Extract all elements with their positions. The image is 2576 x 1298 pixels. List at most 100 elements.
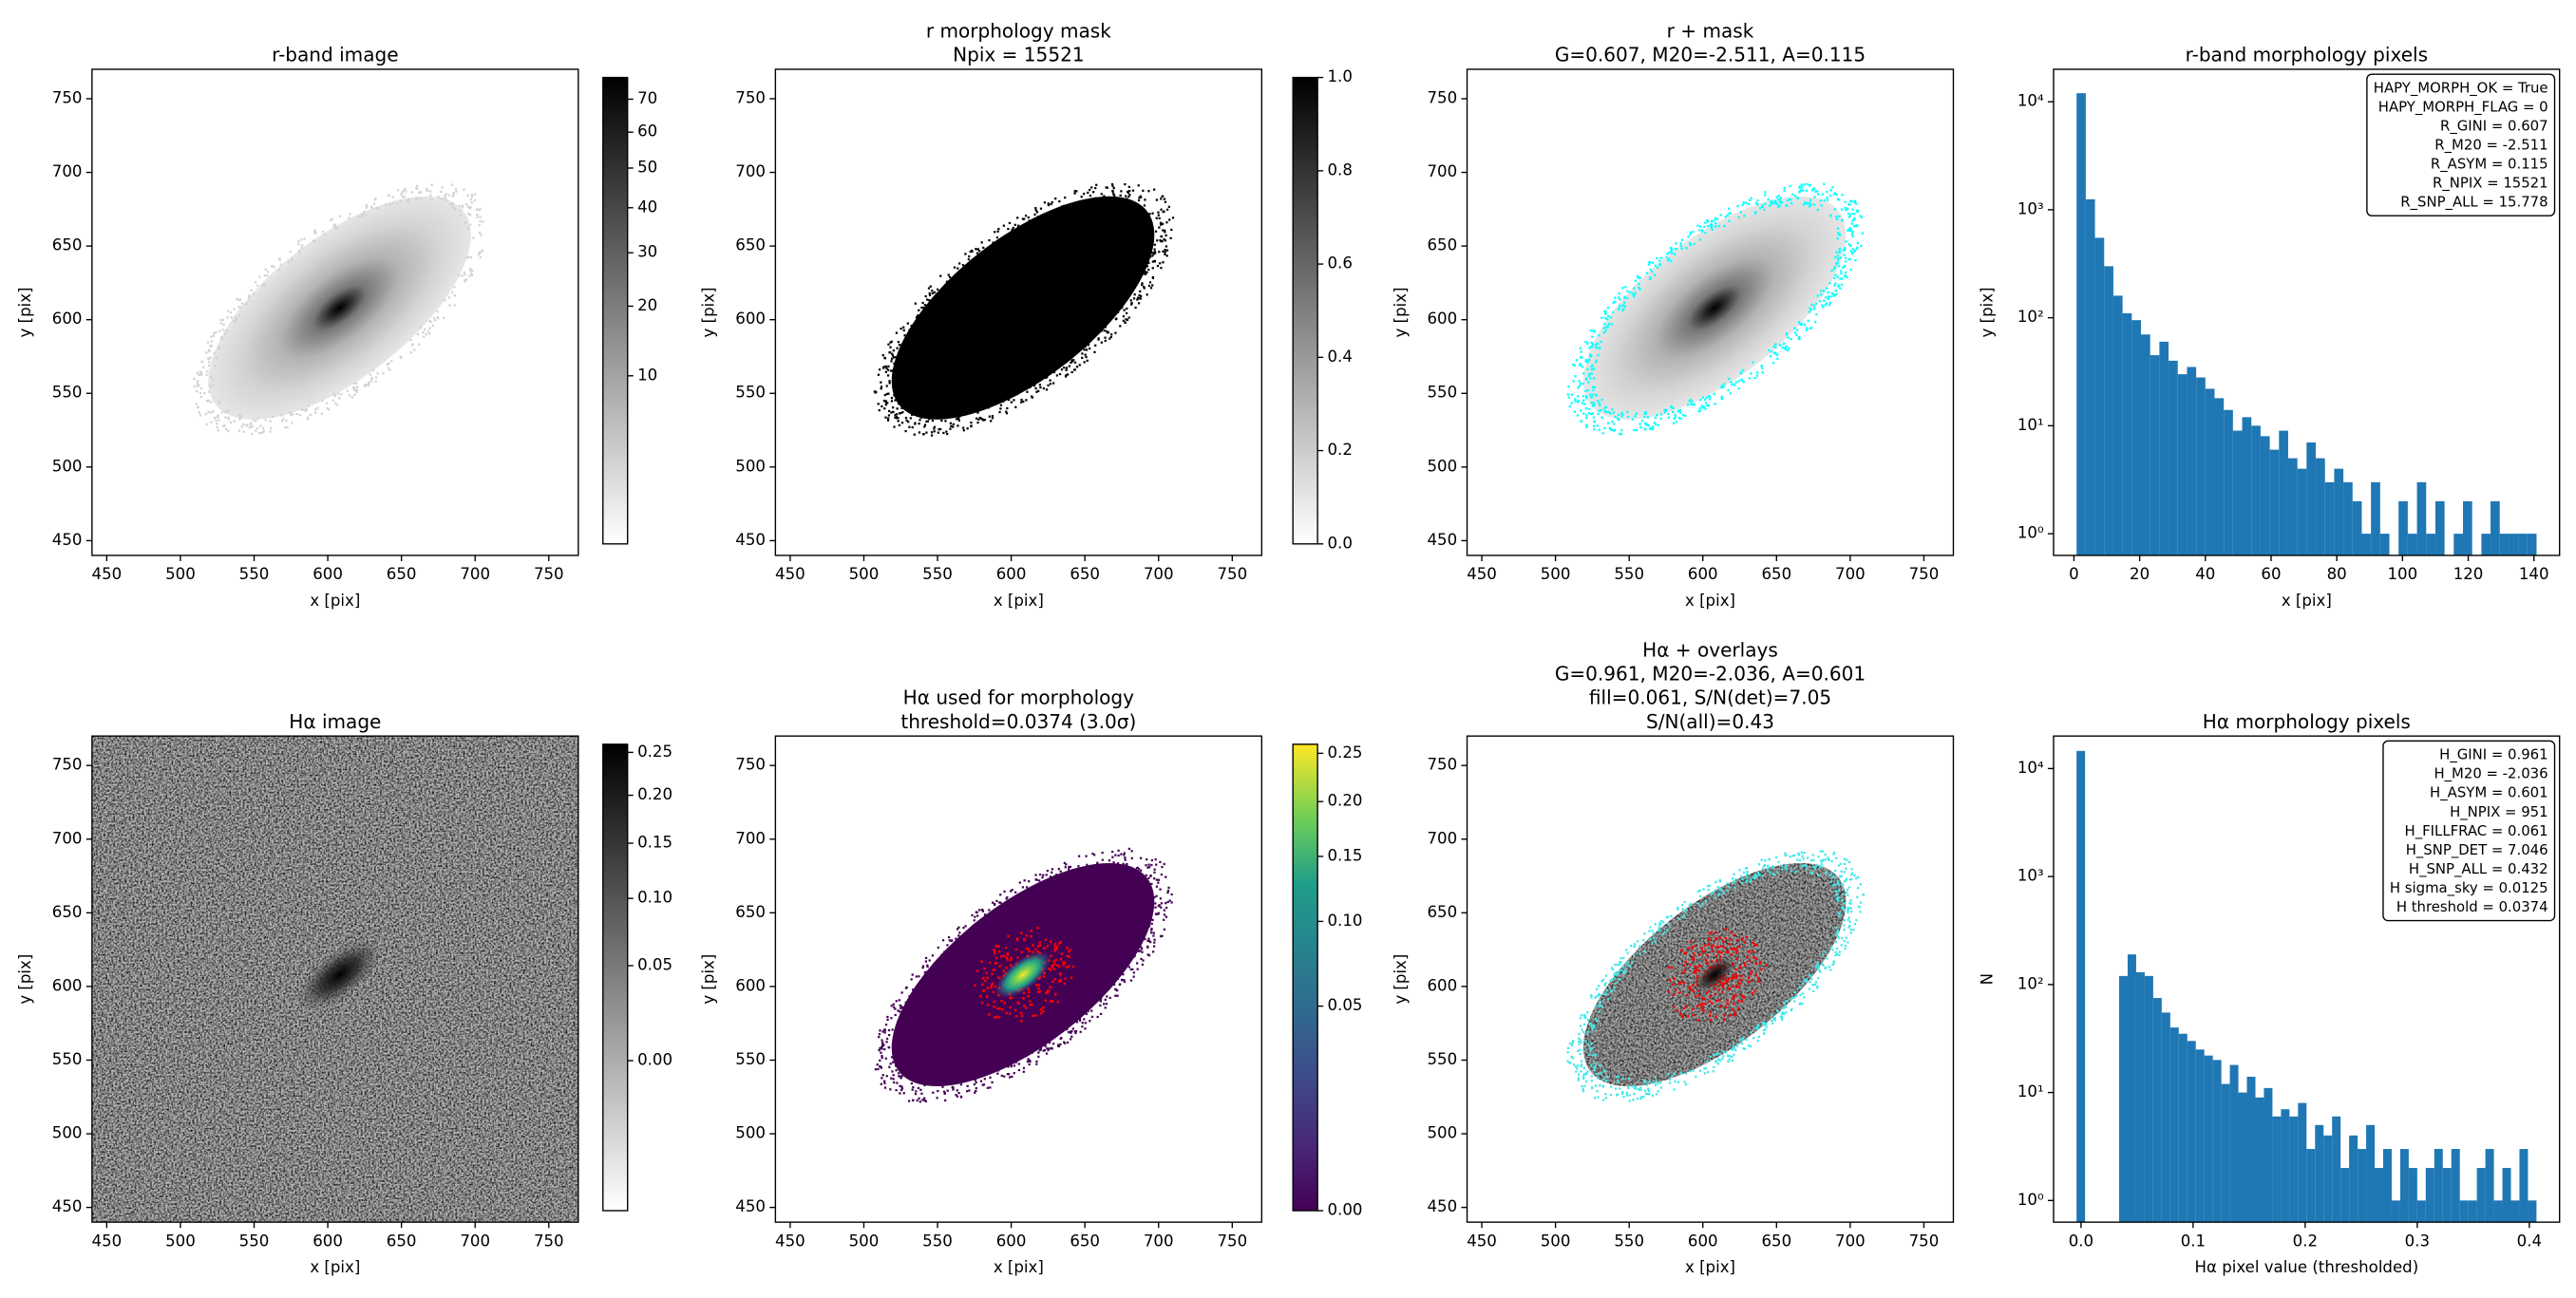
detected-pixel	[1674, 988, 1677, 991]
mask-edge-pixel	[1771, 1013, 1773, 1017]
mask-edge-pixel	[1753, 873, 1756, 876]
mask-edge-pixel	[1585, 1080, 1588, 1083]
histogram-bar	[2476, 1168, 2486, 1223]
detected-pixel	[1724, 928, 1727, 931]
faint-pixel	[226, 316, 229, 319]
mask-edge-pixel	[1793, 854, 1796, 856]
mask-edge-pixel	[1582, 372, 1585, 375]
histogram-bar	[2306, 442, 2317, 555]
mask-pixel	[888, 382, 891, 385]
detected-pixel	[1734, 976, 1738, 979]
histogram-bar	[2459, 1200, 2469, 1223]
mask-edge-pixel	[1771, 1022, 1774, 1025]
detected-pixel	[1714, 954, 1718, 957]
mask-edge-pixel	[1756, 1024, 1760, 1026]
mask-edge-pixel	[1714, 403, 1716, 405]
mask-edge-pixel	[1810, 327, 1813, 329]
mask-pixel	[1167, 205, 1170, 208]
histogram-bar	[2451, 1149, 2460, 1223]
detected-pixel	[1049, 969, 1052, 971]
halpha-mask-pixel	[1145, 912, 1147, 915]
detected-pixel	[1734, 972, 1738, 976]
x-tick-label: 450	[1467, 565, 1497, 583]
mask-pixel	[890, 397, 894, 400]
halpha-mask-pixel	[910, 996, 913, 999]
halpha-mask-pixel	[968, 1089, 971, 1092]
mask-edge-pixel	[1620, 411, 1623, 415]
halpha-mask-pixel	[1017, 1063, 1020, 1065]
mask-pixel	[1005, 410, 1008, 413]
mask-edge-pixel	[1650, 426, 1653, 429]
faint-pixel	[436, 316, 439, 319]
mask-edge-pixel	[1774, 856, 1778, 859]
faint-pixel	[470, 201, 473, 204]
halpha-mask-pixel	[1099, 996, 1102, 999]
detected-pixel	[998, 1007, 1001, 1010]
x-tick-label: 650	[1761, 565, 1791, 583]
mask-edge-pixel	[1676, 1081, 1680, 1083]
mask-pixel	[988, 415, 991, 418]
detected-pixel	[1740, 994, 1744, 998]
faint-pixel	[199, 387, 203, 390]
detected-pixel	[1027, 994, 1030, 998]
mask-pixel	[897, 417, 900, 420]
halpha-mask-pixel	[890, 1056, 894, 1059]
mask-pixel	[911, 413, 914, 417]
mask-edge-pixel	[1572, 1040, 1575, 1043]
mask-pixel	[992, 241, 994, 244]
detected-pixel	[1065, 966, 1069, 969]
mask-edge-pixel	[1816, 987, 1819, 989]
mask-edge-pixel	[1577, 1064, 1580, 1067]
halpha-mask-pixel	[945, 950, 948, 953]
mask-pixel	[957, 417, 960, 421]
halpha-mask-pixel	[1138, 872, 1142, 875]
mask-edge-pixel	[1763, 863, 1767, 867]
mask-edge-pixel	[1740, 875, 1743, 877]
mask-edge-pixel	[1590, 412, 1593, 416]
mask-edge-pixel	[1576, 414, 1579, 417]
mask-pixel	[1005, 412, 1009, 415]
y-tick-label: 10⁴	[2017, 759, 2044, 777]
mask-edge-pixel	[1717, 1058, 1720, 1061]
faint-pixel	[458, 274, 461, 277]
mask-edge-pixel	[1817, 966, 1820, 969]
halpha-mask-pixel	[923, 1097, 926, 1100]
colorbar-tick-label: 0.4	[1328, 348, 1353, 366]
mask-edge-pixel	[1706, 885, 1710, 888]
halpha-mask-pixel	[881, 1030, 884, 1033]
mask-edge-pixel	[1634, 415, 1637, 418]
mask-edge-pixel	[1756, 1040, 1759, 1043]
mask-pixel	[958, 262, 961, 265]
mask-edge-pixel	[1731, 1055, 1733, 1059]
faint-pixel	[382, 372, 385, 375]
mask-edge-pixel	[1713, 219, 1715, 222]
mask-edge-pixel	[1604, 992, 1607, 995]
halpha-mask-pixel	[1114, 854, 1117, 856]
detected-pixel	[1711, 946, 1714, 949]
mask-pixel	[1139, 195, 1142, 198]
faint-pixel	[432, 316, 435, 319]
mask-edge-pixel	[1590, 1025, 1593, 1027]
mask-edge-pixel	[1646, 416, 1649, 419]
mask-pixel	[919, 419, 921, 422]
halpha-mask-pixel	[1150, 928, 1153, 931]
mask-edge-pixel	[1585, 395, 1588, 398]
mask-edge-pixel	[1623, 969, 1626, 973]
mask-pixel	[897, 364, 900, 367]
mask-edge-pixel	[1602, 1068, 1605, 1071]
y-tick-label: 450	[735, 531, 766, 549]
detected-pixel	[1052, 968, 1055, 970]
detected-pixel	[1694, 965, 1696, 969]
y-tick-label: 500	[1427, 1124, 1457, 1142]
mask-edge-pixel	[1689, 243, 1692, 247]
mask-pixel	[942, 431, 945, 435]
mask-edge-pixel	[1840, 870, 1843, 873]
mask-pixel	[940, 419, 943, 423]
mask-edge-pixel	[1771, 864, 1774, 868]
detected-pixel	[1700, 1004, 1703, 1007]
mask-edge-pixel	[1655, 1093, 1657, 1096]
detected-pixel	[997, 945, 1000, 948]
mask-pixel	[911, 406, 914, 409]
mask-edge-pixel	[1566, 1051, 1569, 1054]
halpha-mask-pixel	[1121, 978, 1124, 982]
